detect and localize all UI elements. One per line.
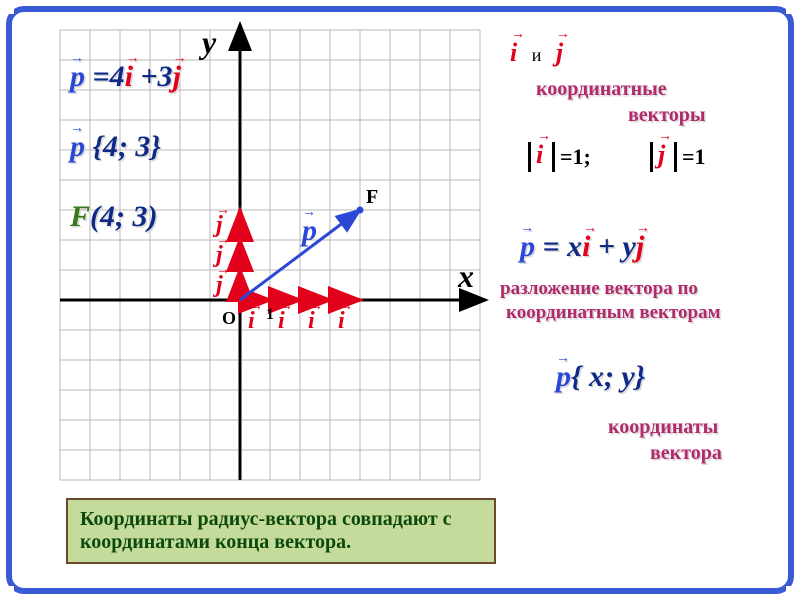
j-label: →j [216,272,223,299]
frame-corner [0,586,14,600]
label-coord-vectors-2: векторы [628,104,706,127]
decomposition-formula: →p = x→i + y→j [520,230,644,264]
unit-label: 1 [266,306,274,324]
vec-arrow: → [583,222,597,236]
vec-arrow: → [556,28,570,42]
label-coords-1: координаты [608,416,718,439]
vec-arrow: → [173,52,187,66]
caption-box: Координаты радиус-вектора совпадают с ко… [66,498,496,564]
i-label: →i [278,308,285,335]
label-decomp-1: разложение вектора по [500,278,698,300]
point-F-label: F [366,186,378,209]
origin-label: O [222,308,236,329]
y-axis-label: y [202,24,216,61]
caption-line-1: Координаты радиус-вектора совпадают с [80,508,482,531]
frame-corner [0,0,14,14]
vector-p-label: →p [302,214,317,248]
frame-corner [786,0,800,14]
ij-intro: →i и →j [510,38,563,68]
label-coords-2: вектора [650,442,722,465]
vec-arrow: → [302,206,316,220]
x-axis-label: x [458,258,474,295]
i-label: →i [248,308,255,335]
vec-arrow: → [658,130,672,144]
i-label: →i [308,308,315,335]
coords-formula: →p{ x; y} [556,360,645,394]
vec-arrow: → [70,122,84,136]
vec-arrow: → [537,130,551,144]
vec-arrow: → [520,222,534,236]
label-coord-vectors-1: координатные [536,78,667,101]
caption-line-2: координатами конца вектора. [80,531,482,554]
vec-arrow: → [126,52,140,66]
i-label: →i [338,308,345,335]
j-label: →j [216,212,223,239]
equation-p-decomp: → p =4→i +3→j [70,60,181,94]
vec-arrow: → [636,222,650,236]
vec-arrow: → [511,28,525,42]
equation-F-coords: F(4; 3) [70,200,158,234]
vec-arrow: → [556,352,570,366]
j-label: →j [216,242,223,269]
frame-corner [786,586,800,600]
vec-arrow: → [70,52,84,66]
stage: → p =4→i +3→j →p {4; 3} F(4; 3) y x O 1 … [0,0,800,600]
equation-p-coords: →p {4; 3} [70,130,161,164]
label-decomp-2: координатным векторам [506,302,721,324]
